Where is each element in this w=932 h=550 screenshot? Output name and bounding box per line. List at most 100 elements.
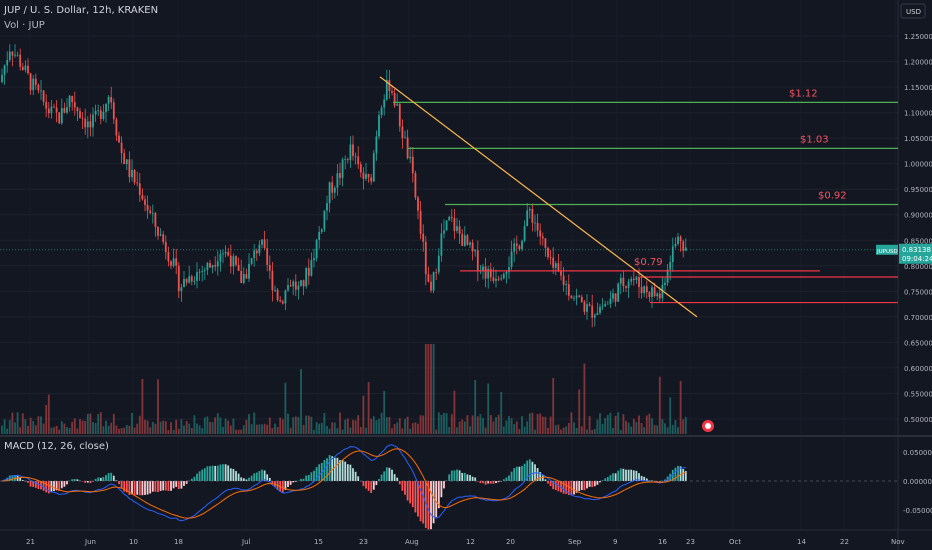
macd-hist-bar <box>151 481 154 492</box>
volume-bar <box>414 422 417 434</box>
macd-hist-bar <box>313 470 315 481</box>
candle-body <box>279 300 282 302</box>
volume-bar <box>409 428 412 434</box>
macd-hist-bar <box>645 478 648 481</box>
candle-body <box>14 54 16 56</box>
macd-hist-bar <box>86 481 89 483</box>
macd-hist-bar <box>419 481 422 522</box>
volume-bar <box>201 428 204 434</box>
volume-bar <box>188 423 191 434</box>
volume-bar <box>53 427 55 434</box>
volume-bar <box>118 428 120 434</box>
macd-hist-bar <box>586 481 588 489</box>
volume-bar <box>112 413 115 434</box>
macd-hist-bar <box>466 474 469 481</box>
macd-hist-bar <box>196 473 198 481</box>
candle-body <box>276 289 279 301</box>
volume-bar <box>128 425 131 434</box>
macd-hist-bar <box>310 472 313 481</box>
volume-bar <box>123 427 126 434</box>
time-tick-label: 10 <box>129 538 138 546</box>
volume-bar <box>669 397 672 434</box>
volume-bar <box>419 415 422 434</box>
macd-hist-bar <box>562 481 565 494</box>
candle-body <box>63 108 66 113</box>
volume-bar <box>396 422 399 434</box>
macd-hist-bar <box>456 469 458 481</box>
macd-hist-bar <box>521 465 523 481</box>
candle-body <box>396 104 399 106</box>
candle-body <box>60 108 63 124</box>
candle-body <box>547 247 549 258</box>
macd-hist-bar <box>380 474 383 481</box>
volume-bar <box>492 421 495 434</box>
candle-body <box>599 306 601 313</box>
candle-body <box>331 182 334 193</box>
candle-body <box>489 268 492 278</box>
macd-hist-bar <box>487 481 490 484</box>
macd-hist-bar <box>344 461 347 481</box>
macd-hist-bar <box>523 463 526 481</box>
macd-hist-bar <box>627 469 630 481</box>
volume-bar <box>643 427 646 434</box>
candle-body <box>367 174 370 178</box>
volume-bar <box>141 378 144 434</box>
volume-bar <box>580 426 583 434</box>
volume-bar <box>336 428 339 434</box>
macd-hist-bar <box>448 474 451 481</box>
volume-bar <box>651 418 653 434</box>
candle-body <box>112 102 115 120</box>
macd-hist-bar <box>656 481 659 482</box>
volume-bar <box>380 412 383 434</box>
volume-bar <box>531 412 534 434</box>
volume-bar <box>16 412 19 434</box>
candle-body <box>666 269 669 283</box>
volume-bar <box>495 417 497 434</box>
volume-bar <box>94 422 97 434</box>
candle-body <box>110 97 113 103</box>
macd-hist-bar <box>94 478 97 481</box>
volume-bar <box>99 412 102 434</box>
macd-hist-bar <box>11 475 14 481</box>
candle-body <box>526 210 529 227</box>
time-tick-label: 23 <box>359 538 368 546</box>
candle-body <box>271 270 274 291</box>
volume-bar <box>422 415 425 434</box>
candle-body <box>619 277 622 284</box>
volume-bar <box>666 427 669 434</box>
volume-bar <box>255 424 258 434</box>
volume-bar <box>562 427 565 434</box>
volume-bar <box>513 424 516 434</box>
macd-hist-bar <box>674 467 677 481</box>
candle-body <box>346 159 349 161</box>
candle-body <box>437 255 440 273</box>
volume-bar <box>359 426 362 434</box>
macd-hist-bar <box>305 475 308 481</box>
candle-body <box>21 66 24 70</box>
macd-hist-bar <box>307 474 310 481</box>
macd-hist-bar <box>632 470 635 481</box>
volume-bar <box>658 376 661 434</box>
candle-body <box>458 226 461 234</box>
candle-body <box>300 280 302 286</box>
macd-hist-bar <box>73 478 76 481</box>
macd-hist-bar <box>175 481 178 487</box>
volume-bar <box>583 363 586 434</box>
macd-hist-bar <box>105 475 107 481</box>
candle-body <box>627 281 630 288</box>
level-label: $0.79 <box>634 257 663 268</box>
candle-body <box>487 268 490 279</box>
volume-bar <box>549 416 552 434</box>
volume-bar <box>34 425 37 434</box>
candle-body <box>211 265 214 268</box>
macd-hist-bar <box>201 469 204 481</box>
volume-bar <box>443 412 445 434</box>
macd-hist-bar <box>671 469 674 481</box>
macd-hist-bar <box>315 467 318 481</box>
candles <box>1 44 687 328</box>
volume-bar <box>497 414 500 434</box>
symbol-tag-label: JUPUSD <box>876 249 898 255</box>
time-tick-label: Nov <box>891 538 905 546</box>
volume-bar <box>300 369 302 434</box>
